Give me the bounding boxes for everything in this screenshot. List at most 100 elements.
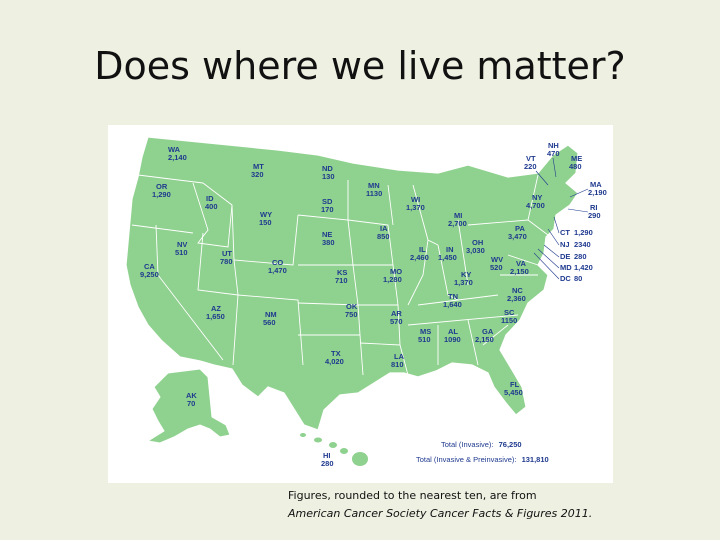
state-label-fl: FL — [510, 380, 520, 389]
state-value-il: 2,460 — [410, 253, 429, 262]
slide-title: Does where we live matter? — [94, 44, 626, 88]
state-value-mo: 1,280 — [383, 275, 402, 284]
total-invasive-label: Total (Invasive): — [441, 440, 494, 449]
state-value-wv: 520 — [490, 263, 503, 272]
state-label-ca: CA — [144, 262, 155, 271]
state-label-ia: IA — [380, 224, 388, 233]
state-value-or: 1,290 — [152, 190, 171, 199]
state-value-me: 480 — [569, 162, 582, 171]
state-label-wa: WA — [168, 145, 181, 154]
caption-line-1: Figures, rounded to the nearest ten, are… — [288, 489, 537, 502]
state-label-il: IL — [419, 245, 426, 254]
state-value-ky: 1,370 — [454, 278, 473, 287]
state-value-md: 1,420 — [574, 263, 593, 272]
state-value-oh: 3,030 — [466, 246, 485, 255]
state-label-dc: DC — [560, 274, 571, 283]
state-label-ak: AK — [186, 391, 197, 400]
state-value-ia: 850 — [377, 232, 390, 241]
state-value-ma: 2,190 — [588, 188, 607, 197]
state-label-sc: SC — [504, 308, 515, 317]
state-value-ak: 70 — [187, 399, 195, 408]
state-label-tn: TN — [448, 292, 458, 301]
state-borders — [131, 174, 549, 376]
state-label-id: ID — [206, 194, 214, 203]
state-value-pa: 3,470 — [508, 232, 527, 241]
state-value-hi: 280 — [321, 459, 334, 468]
state-value-ms: 510 — [418, 335, 431, 344]
state-label-nh: NH — [548, 141, 559, 150]
state-value-nc: 2,360 — [507, 294, 526, 303]
state-label-ms: MS — [420, 327, 431, 336]
state-label-mi: MI — [454, 211, 462, 220]
state-label-tx: TX — [331, 349, 341, 358]
contiguous-us-shape — [125, 136, 579, 431]
total-all-value: 131,810 — [522, 455, 549, 464]
state-value-ok: 750 — [345, 310, 358, 319]
total-invasive-value: 76,250 — [499, 440, 522, 449]
state-label-az: AZ — [211, 304, 221, 313]
state-label-ks: KS — [337, 268, 347, 277]
state-value-tx: 4,020 — [325, 357, 344, 366]
state-label-al: AL — [448, 327, 458, 336]
state-label-wv: WV — [491, 255, 503, 264]
state-value-ct: 1,290 — [574, 228, 593, 237]
state-label-md: MD — [560, 263, 572, 272]
state-value-nm: 560 — [263, 318, 276, 327]
state-label-ct: CT — [560, 228, 570, 237]
state-value-ga: 2,150 — [475, 335, 494, 344]
state-value-wi: 1,370 — [406, 203, 425, 212]
state-value-az: 1,650 — [206, 312, 225, 321]
state-label-sd: SD — [322, 197, 333, 206]
state-label-hi: HI — [323, 451, 331, 460]
state-label-mn: MN — [368, 181, 380, 190]
state-label-wy: WY — [260, 210, 272, 219]
state-value-vt: 220 — [524, 162, 537, 171]
state-label-pa: PA — [515, 224, 525, 233]
state-label-de: DE — [560, 252, 570, 261]
state-value-de: 280 — [574, 252, 587, 261]
us-map-svg: WA 2,140 OR 1,290 CA 9,250 ID 400 NV 510… — [125, 136, 607, 468]
state-value-ut: 780 — [220, 257, 233, 266]
state-value-in: 1,450 — [438, 253, 457, 262]
state-value-va: 2,150 — [510, 267, 529, 276]
state-value-wy: 150 — [259, 218, 272, 227]
state-label-co: CO — [272, 258, 283, 267]
callout-leader-lines — [533, 157, 589, 280]
state-label-mt: MT — [253, 162, 264, 171]
total-all-label: Total (Invasive & Preinvasive): — [416, 455, 516, 464]
state-value-mn: 1130 — [366, 189, 382, 198]
hawaii-islands — [300, 433, 368, 466]
state-value-mt: 320 — [251, 170, 264, 179]
state-label-nv: NV — [177, 240, 187, 249]
state-label-nc: NC — [512, 286, 523, 295]
state-value-nv: 510 — [175, 248, 188, 257]
state-value-nj: 2340 — [574, 240, 591, 249]
state-value-la: 810 — [391, 360, 404, 369]
source-caption: Figures, rounded to the nearest ten, are… — [288, 487, 688, 523]
state-label-va: VA — [516, 259, 526, 268]
state-label-wi: WI — [411, 195, 420, 204]
state-label-me: ME — [571, 154, 582, 163]
state-label-oh: OH — [472, 238, 483, 247]
state-label-ne: NE — [322, 230, 332, 239]
state-label-ok: OK — [346, 302, 358, 311]
state-value-dc: 80 — [574, 274, 582, 283]
state-label-nj: NJ — [560, 240, 570, 249]
state-value-fl: 5,450 — [504, 388, 523, 397]
state-label-ar: AR — [391, 309, 402, 318]
state-value-sd: 170 — [321, 205, 334, 214]
state-labels: WA 2,140 OR 1,290 CA 9,250 ID 400 NV 510… — [140, 141, 607, 468]
state-value-al: 1090 — [444, 335, 461, 344]
state-label-nm: NM — [265, 310, 277, 319]
state-value-tn: 1,640 — [443, 300, 462, 309]
state-label-la: LA — [394, 352, 405, 361]
state-label-ma: MA — [590, 180, 602, 189]
state-value-mi: 2,700 — [448, 219, 467, 228]
state-label-ri: RI — [590, 203, 598, 212]
state-value-ny: 4,700 — [526, 201, 545, 210]
state-value-sc: 1150 — [501, 316, 517, 325]
caption-line-2: American Cancer Society Cancer Facts & F… — [288, 507, 593, 520]
state-value-ne: 380 — [322, 238, 335, 247]
state-label-in: IN — [446, 245, 454, 254]
us-map: WA 2,140 OR 1,290 CA 9,250 ID 400 NV 510… — [108, 125, 613, 483]
